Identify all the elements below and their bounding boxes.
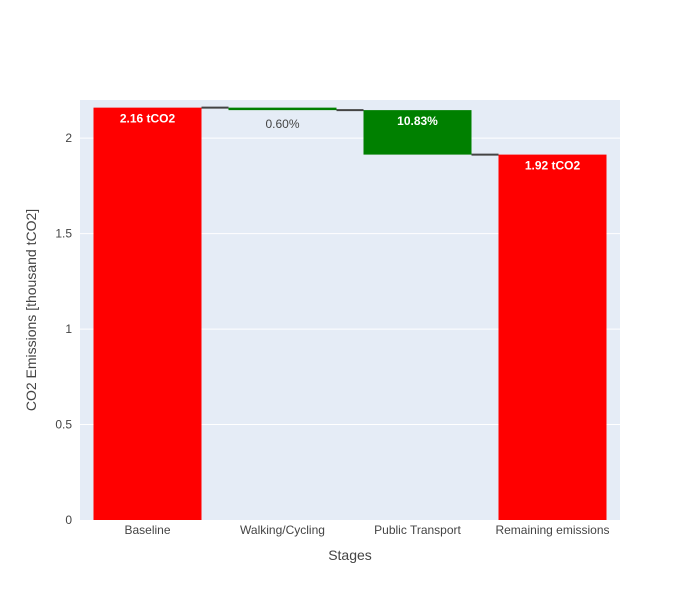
y-tick-label: 0 [65, 513, 72, 527]
y-axis-title: CO2 Emissions [thousand tCO2] [23, 209, 39, 411]
bar [93, 107, 202, 521]
x-tick-label: Walking/Cycling [240, 523, 325, 537]
bar-label: 0.60% [265, 117, 299, 131]
bar-label: 2.16 tCO2 [120, 112, 176, 126]
bars [93, 107, 607, 521]
y-tick-labels: 0 0.5 1 1.5 2 [55, 131, 72, 527]
bar [228, 107, 337, 111]
x-tick-label: Baseline [124, 523, 170, 537]
connectors [201, 106, 499, 156]
y-tick-label: 0.5 [55, 418, 72, 432]
bar-labels: 2.16 tCO2 0.60% 10.83% 1.92 tCO2 [120, 112, 581, 173]
bar-label: 1.92 tCO2 [525, 159, 581, 173]
x-tick-label: Remaining emissions [495, 523, 609, 537]
x-axis-title: Stages [328, 547, 372, 563]
x-tick-label: Public Transport [374, 523, 461, 537]
bar [363, 110, 472, 155]
bar [498, 154, 607, 520]
bar-label: 10.83% [397, 114, 438, 128]
x-tick-labels: Baseline Walking/Cycling Public Transport R… [124, 523, 609, 537]
y-tick-label: 2 [65, 131, 72, 145]
y-tick-label: 1 [65, 322, 72, 336]
y-tick-label: 1.5 [55, 227, 72, 241]
